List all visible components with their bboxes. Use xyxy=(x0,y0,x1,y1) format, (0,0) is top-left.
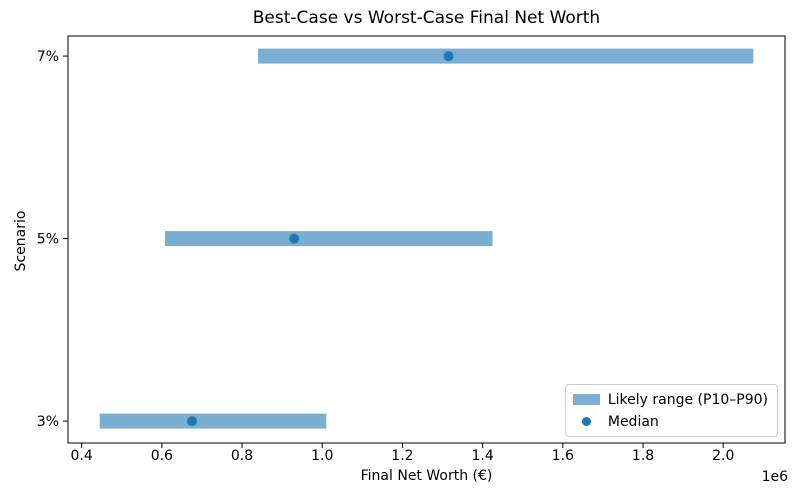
y-tick-label: 3% xyxy=(37,414,59,430)
legend: Likely range (P10–P90) Median xyxy=(564,384,778,437)
legend-handle-range xyxy=(572,394,600,405)
x-axis-label: Final Net Worth (€) xyxy=(360,468,493,484)
range-bar-7% xyxy=(258,48,754,64)
x-tick-label: 1.6 xyxy=(552,448,574,464)
x-tick-label: 2.0 xyxy=(712,448,734,464)
x-axis-offset-label: 1e6 xyxy=(761,469,788,485)
range-bar-5% xyxy=(165,231,493,247)
median-dot-7% xyxy=(443,51,454,62)
y-tick-label: 7% xyxy=(37,49,59,65)
median-dot-5% xyxy=(289,233,300,244)
plot-border xyxy=(67,35,786,444)
x-tick-label: 0.6 xyxy=(151,448,173,464)
legend-item-median: Median xyxy=(573,412,768,431)
x-tick-label: 0.4 xyxy=(71,448,93,464)
median-dot-3% xyxy=(186,416,197,427)
legend-item-range: Likely range (P10–P90) xyxy=(572,390,768,409)
x-tick-label: 1.4 xyxy=(472,448,494,464)
range-swatch-icon xyxy=(572,394,600,405)
range-bar-3% xyxy=(99,413,327,429)
legend-handle-median xyxy=(573,417,600,426)
y-tick-label: 5% xyxy=(37,232,59,248)
median-dot-icon xyxy=(581,417,591,426)
x-tick-label: 1.0 xyxy=(311,448,333,464)
x-tick-label: 0.8 xyxy=(231,448,253,464)
legend-label-range: Likely range (P10–P90) xyxy=(607,391,768,408)
x-tick-label: 1.8 xyxy=(632,448,654,464)
legend-label-median: Median xyxy=(607,413,659,430)
chart-title: Best-Case vs Worst-Case Final Net Worth xyxy=(252,8,601,28)
x-tick-label: 1.2 xyxy=(391,448,413,464)
